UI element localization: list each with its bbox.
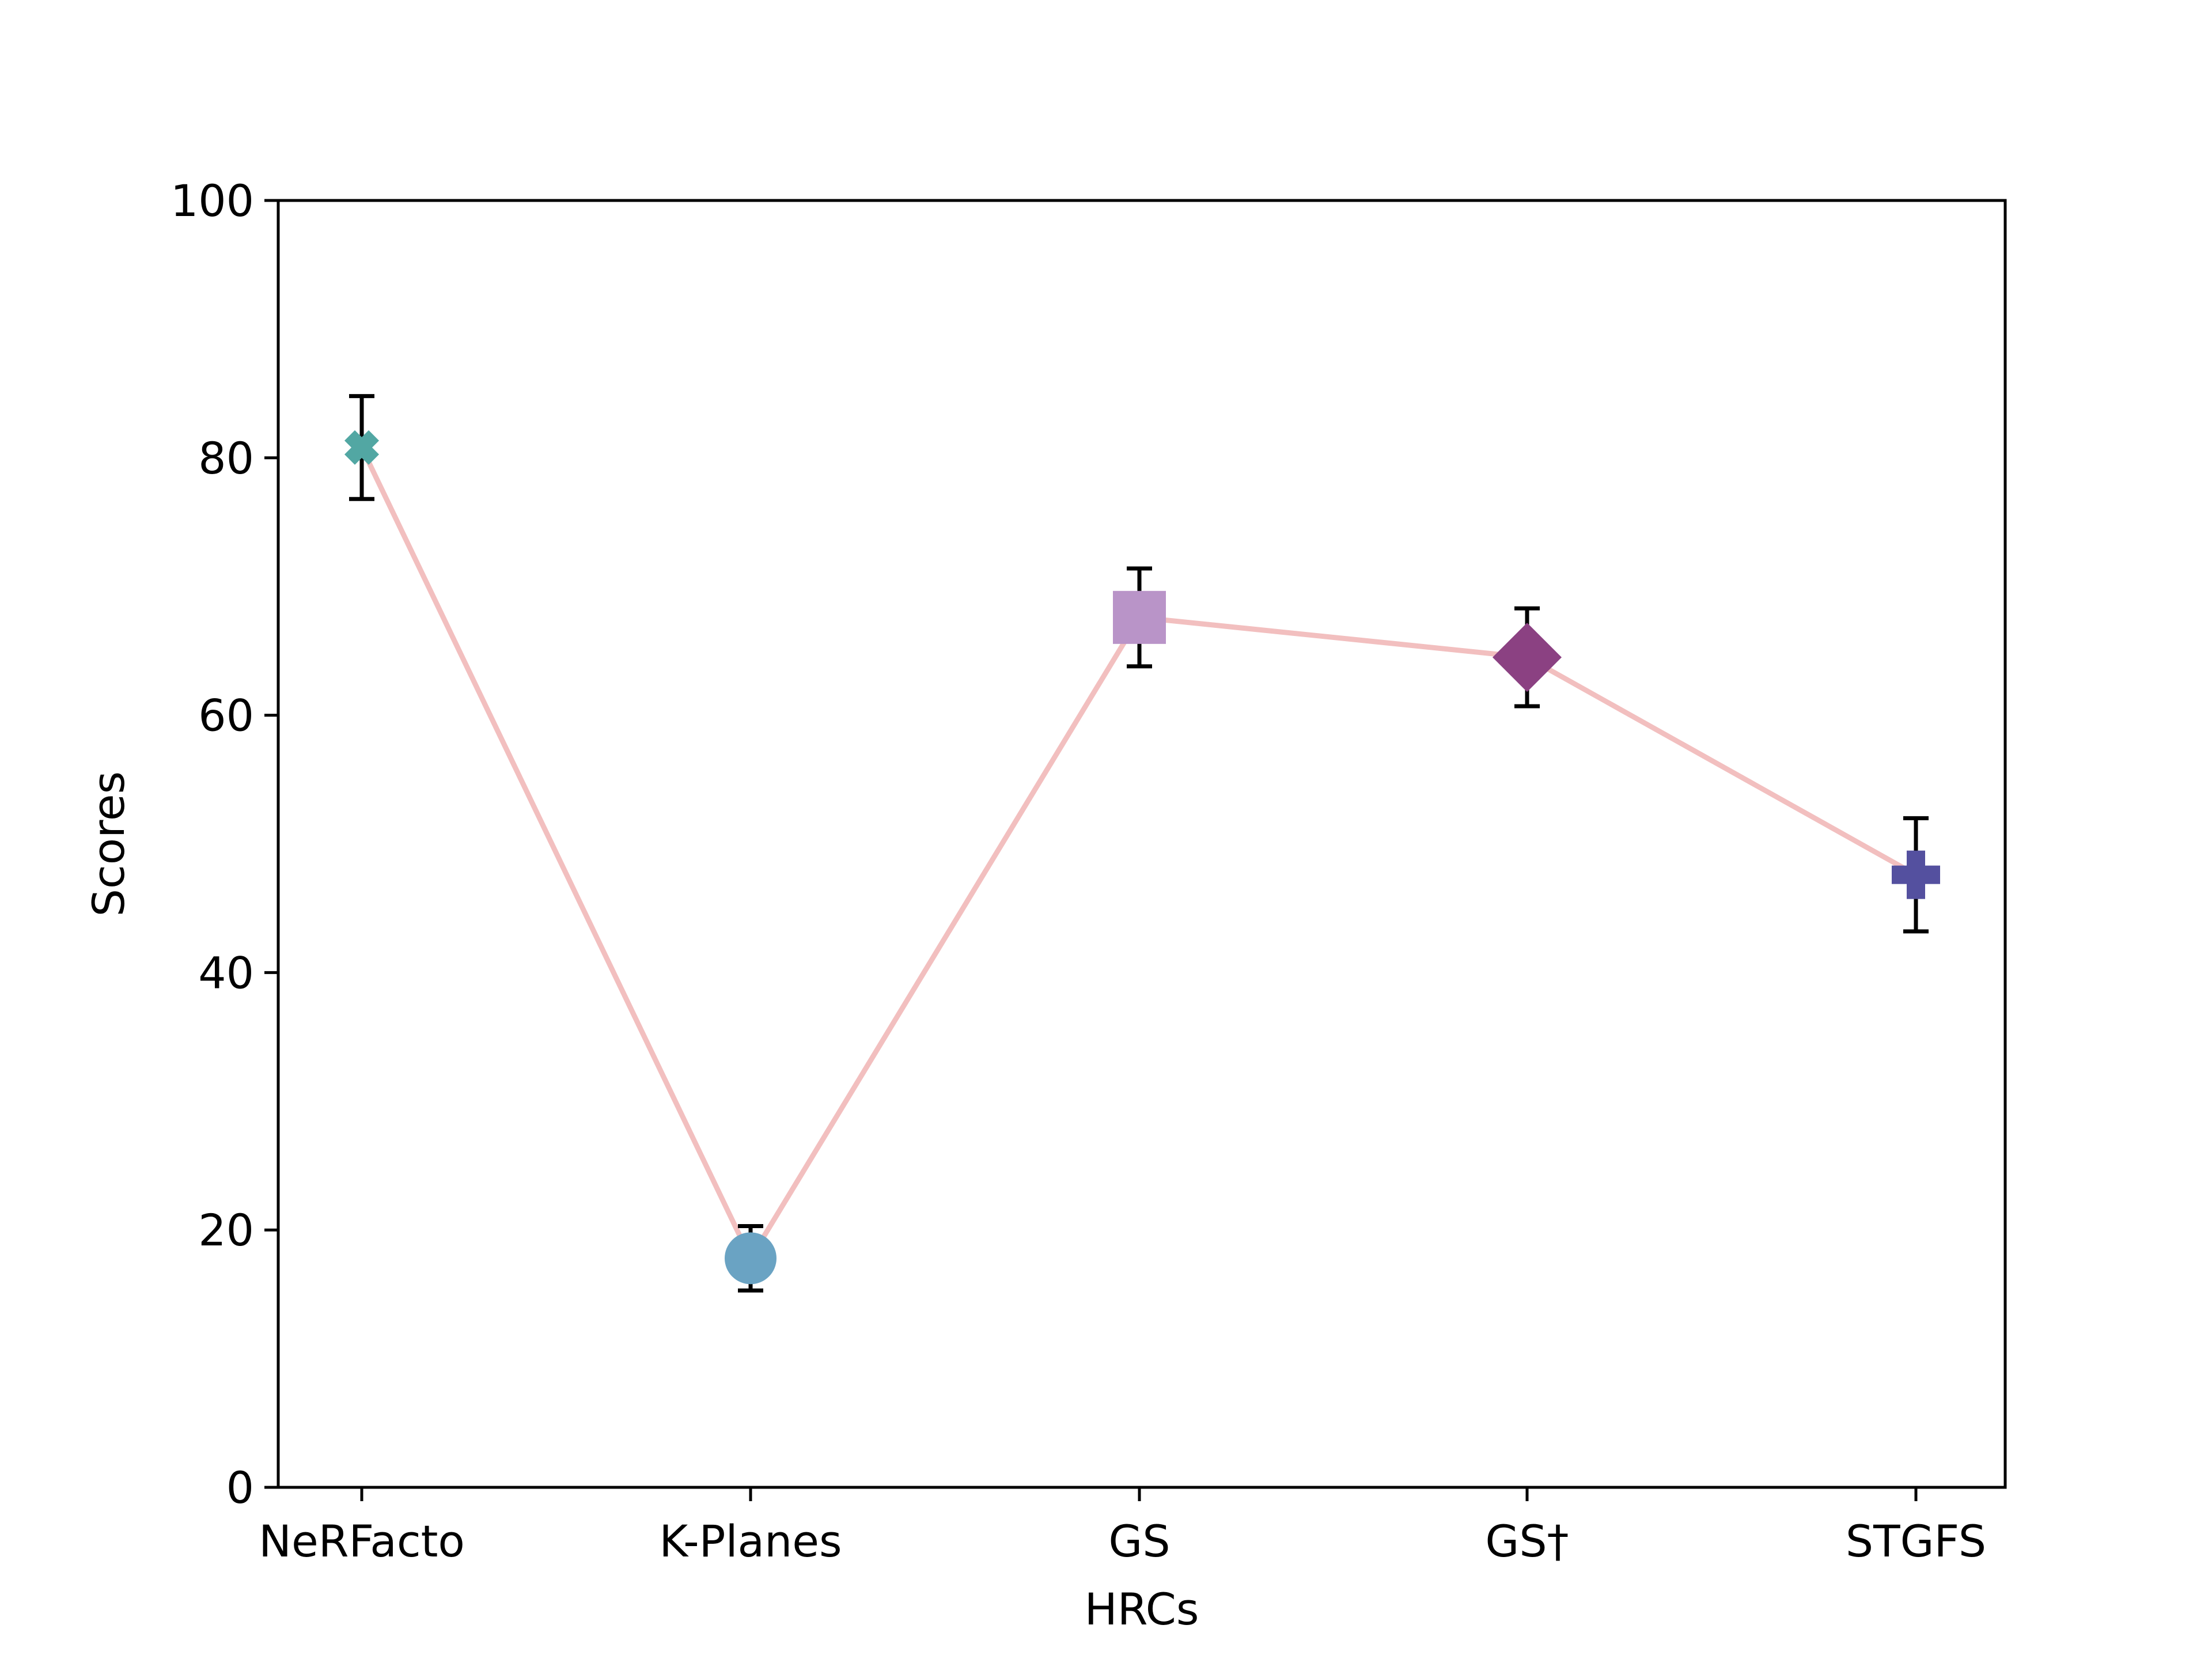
data-point-square-marker xyxy=(1113,590,1166,644)
data-point-plus-marker xyxy=(1892,850,1940,899)
axis-ticks: 0 20 40 60 80 100 NeRFacto K-Planes GS GS† STGFS xyxy=(171,175,1986,1567)
x-tick-label: STGFS xyxy=(1846,1516,1986,1567)
y-tick-label: 100 xyxy=(171,175,254,226)
y-tick-label: 80 xyxy=(198,433,254,484)
plot-area xyxy=(344,394,1940,1293)
data-point-diamond-marker xyxy=(1493,623,1562,692)
y-tick-label: 40 xyxy=(198,947,254,998)
y-tick-label: 60 xyxy=(198,690,254,741)
data-point-x-marker xyxy=(344,430,379,465)
data-point-circle-marker xyxy=(725,1232,777,1285)
y-tick-label: 0 xyxy=(226,1462,254,1513)
x-tick-label: GS† xyxy=(1485,1516,1569,1567)
x-axis-label: HRCs xyxy=(1085,1584,1199,1635)
x-tick-label: K-Planes xyxy=(659,1516,842,1567)
x-tick-label: GS xyxy=(1108,1516,1170,1567)
axes-frame xyxy=(276,199,2007,1489)
y-axis-label: Scores xyxy=(83,771,134,916)
y-tick-label: 20 xyxy=(198,1205,254,1256)
x-tick-label: NeRFacto xyxy=(259,1516,465,1567)
